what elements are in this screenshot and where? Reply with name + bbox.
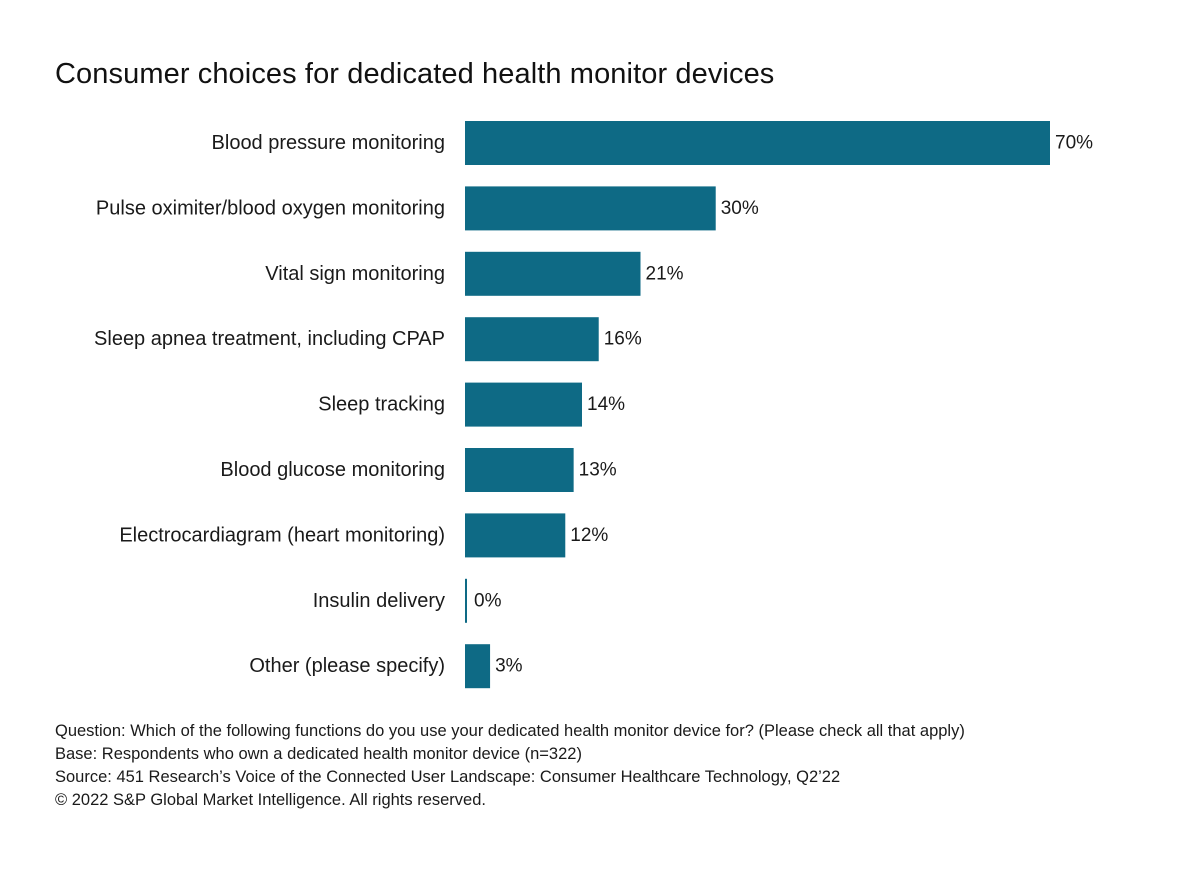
footnote-source: Source: 451 Research’s Voice of the Conn…	[55, 768, 841, 786]
value-label-1: 30%	[721, 198, 759, 219]
footnote-question: Question: Which of the following functio…	[55, 722, 965, 740]
bar-4	[465, 382, 582, 427]
footnote-copyright: © 2022 S&P Global Market Intelligence. A…	[55, 791, 486, 809]
value-label-8: 3%	[495, 656, 523, 677]
category-label-1: Pulse oximiter/blood oxygen monitoring	[96, 197, 445, 219]
chart-title: Consumer choices for dedicated health mo…	[55, 58, 775, 90]
bar-2	[465, 251, 641, 296]
category-label-7: Insulin delivery	[313, 590, 445, 612]
bar-chart: Blood pressure monitoring 70% Pulse oximit…	[94, 121, 1093, 689]
value-label-0: 70%	[1055, 133, 1093, 154]
category-label-8: Other (please specify)	[249, 655, 445, 677]
category-label-4: Sleep tracking	[318, 394, 445, 416]
value-label-7: 0%	[474, 590, 502, 611]
bar-8	[465, 644, 491, 689]
category-label-6: Electrocardiagram (heart monitoring)	[119, 524, 445, 546]
category-label-5: Blood glucose monitoring	[220, 459, 445, 481]
bar-7	[465, 578, 467, 623]
value-label-3: 16%	[604, 329, 642, 350]
value-label-2: 21%	[646, 263, 684, 284]
bars-group: Blood pressure monitoring 70% Pulse oximit…	[94, 121, 1093, 689]
value-label-5: 13%	[579, 460, 617, 481]
value-label-4: 14%	[587, 394, 625, 415]
bar-6	[465, 513, 566, 558]
footnotes: Question: Which of the following functio…	[55, 720, 965, 812]
bar-3	[465, 317, 599, 362]
value-label-6: 12%	[570, 525, 608, 546]
category-label-3: Sleep apnea treatment, including CPAP	[94, 328, 445, 350]
bar-0	[465, 121, 1050, 165]
category-label-0: Blood pressure monitoring	[212, 132, 445, 154]
footnote-base: Base: Respondents who own a dedicated he…	[55, 745, 582, 763]
category-label-2: Vital sign monitoring	[265, 263, 445, 285]
bar-5	[465, 448, 574, 492]
bar-1	[465, 186, 716, 231]
